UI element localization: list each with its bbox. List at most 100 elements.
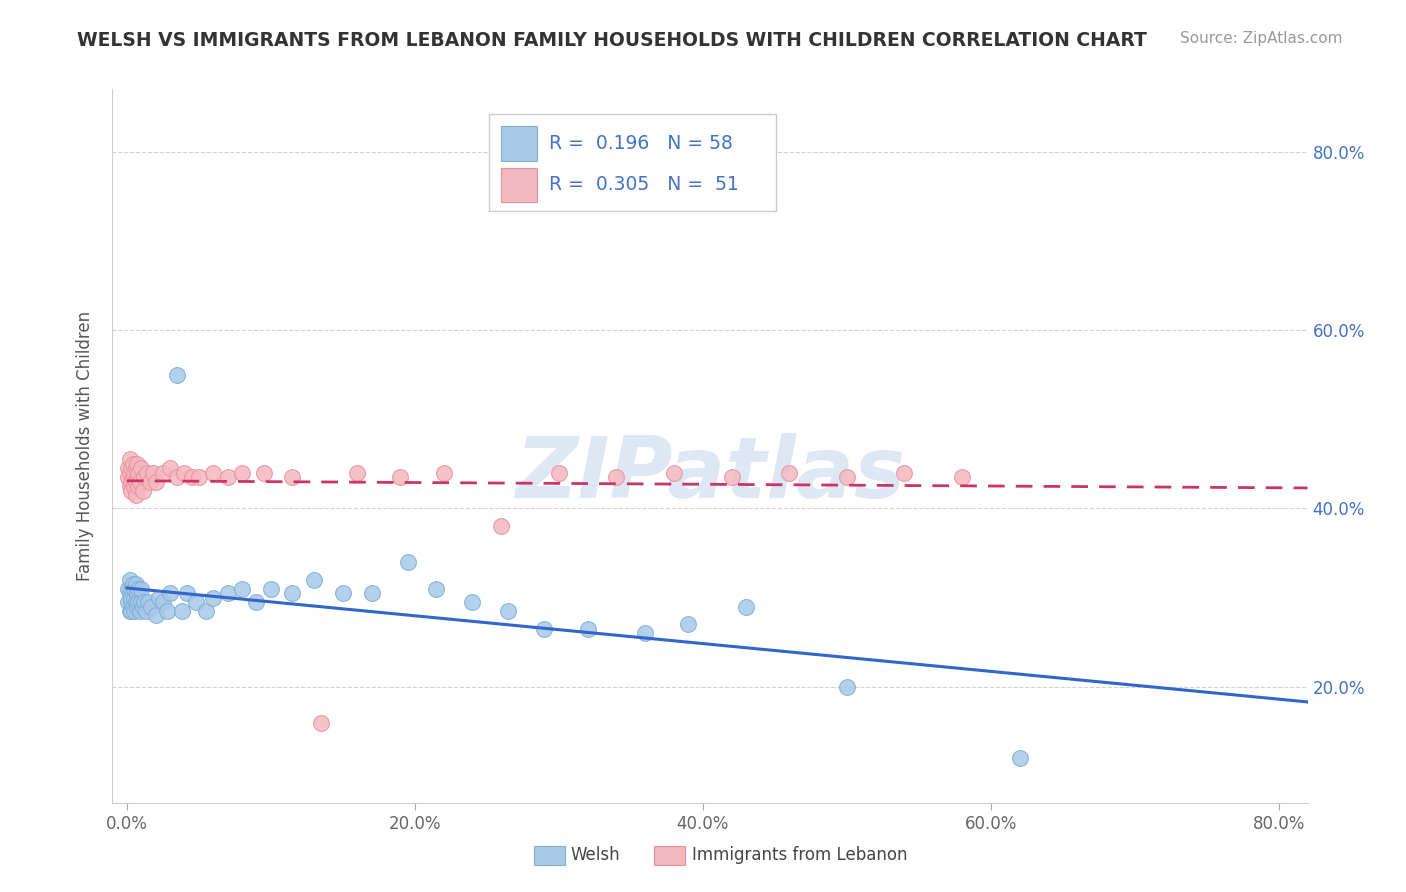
Point xyxy=(461,595,484,609)
Point xyxy=(217,470,239,484)
Bar xyxy=(501,127,537,161)
Point xyxy=(138,595,160,609)
Point xyxy=(302,573,325,587)
Point xyxy=(195,604,218,618)
Point xyxy=(281,470,304,484)
Text: R =  0.305   N =  51: R = 0.305 N = 51 xyxy=(548,176,738,194)
Point xyxy=(498,604,520,618)
Point xyxy=(132,599,155,614)
Point xyxy=(125,470,148,484)
Point xyxy=(309,715,332,730)
Point xyxy=(135,604,157,618)
Point xyxy=(281,586,304,600)
Point xyxy=(491,519,513,533)
Point xyxy=(389,470,412,484)
Point xyxy=(245,595,267,609)
Point xyxy=(547,466,569,480)
Point xyxy=(129,595,152,609)
Point xyxy=(124,475,146,489)
Point xyxy=(125,457,148,471)
Point xyxy=(118,604,141,618)
Point xyxy=(134,595,156,609)
Point xyxy=(117,595,139,609)
Point xyxy=(127,479,149,493)
Point xyxy=(117,461,139,475)
Point xyxy=(122,479,145,493)
Point xyxy=(120,475,142,489)
Point xyxy=(127,582,149,596)
Point xyxy=(122,466,145,480)
Y-axis label: Family Households with Children: Family Households with Children xyxy=(76,311,94,581)
Point xyxy=(533,622,555,636)
Point xyxy=(118,573,141,587)
Point xyxy=(118,466,141,480)
Point xyxy=(121,470,143,484)
Point xyxy=(159,461,181,475)
Point xyxy=(231,466,253,480)
Point xyxy=(125,586,148,600)
Text: Welsh: Welsh xyxy=(571,847,620,864)
Point xyxy=(166,470,188,484)
Point xyxy=(893,466,915,480)
Point xyxy=(678,617,700,632)
Point xyxy=(950,470,973,484)
Point xyxy=(121,457,143,471)
FancyBboxPatch shape xyxy=(489,114,776,211)
Point xyxy=(145,475,167,489)
Point xyxy=(118,479,141,493)
Point xyxy=(139,475,162,489)
Bar xyxy=(501,168,537,202)
Point xyxy=(170,604,193,618)
Point xyxy=(396,555,419,569)
Point xyxy=(184,595,207,609)
Point xyxy=(120,582,142,596)
Point xyxy=(124,595,146,609)
Point xyxy=(124,461,146,475)
Point xyxy=(231,582,253,596)
Point xyxy=(148,591,170,605)
Point xyxy=(202,466,225,480)
Point xyxy=(122,604,145,618)
Point xyxy=(117,470,139,484)
Point xyxy=(159,586,181,600)
Point xyxy=(118,586,141,600)
Text: Source: ZipAtlas.com: Source: ZipAtlas.com xyxy=(1180,31,1343,46)
Point xyxy=(120,483,142,498)
Point xyxy=(121,599,143,614)
Point xyxy=(576,622,599,636)
Point xyxy=(166,368,188,382)
Point xyxy=(129,461,152,475)
Point xyxy=(1008,751,1031,765)
Point xyxy=(120,604,142,618)
Point xyxy=(127,595,149,609)
Point xyxy=(145,608,167,623)
Point xyxy=(120,461,142,475)
Point xyxy=(202,591,225,605)
Point xyxy=(433,466,456,480)
Point xyxy=(118,452,141,467)
Point xyxy=(134,470,156,484)
Text: ZIPatlas: ZIPatlas xyxy=(515,433,905,516)
Point xyxy=(122,582,145,596)
Point xyxy=(425,582,447,596)
Text: WELSH VS IMMIGRANTS FROM LEBANON FAMILY HOUSEHOLDS WITH CHILDREN CORRELATION CHA: WELSH VS IMMIGRANTS FROM LEBANON FAMILY … xyxy=(77,31,1147,50)
Point xyxy=(605,470,627,484)
Point xyxy=(778,466,800,480)
Point xyxy=(360,586,382,600)
Point xyxy=(121,577,143,591)
Point xyxy=(180,470,202,484)
Point xyxy=(117,582,139,596)
Point xyxy=(720,470,742,484)
Point xyxy=(127,466,149,480)
Point xyxy=(129,582,152,596)
Point xyxy=(136,466,159,480)
Point xyxy=(173,466,195,480)
Point xyxy=(346,466,368,480)
Point xyxy=(128,604,150,618)
Point xyxy=(662,466,685,480)
Text: Immigrants from Lebanon: Immigrants from Lebanon xyxy=(692,847,907,864)
Point xyxy=(156,604,179,618)
Point xyxy=(122,591,145,605)
Point xyxy=(253,466,276,480)
Point xyxy=(332,586,354,600)
